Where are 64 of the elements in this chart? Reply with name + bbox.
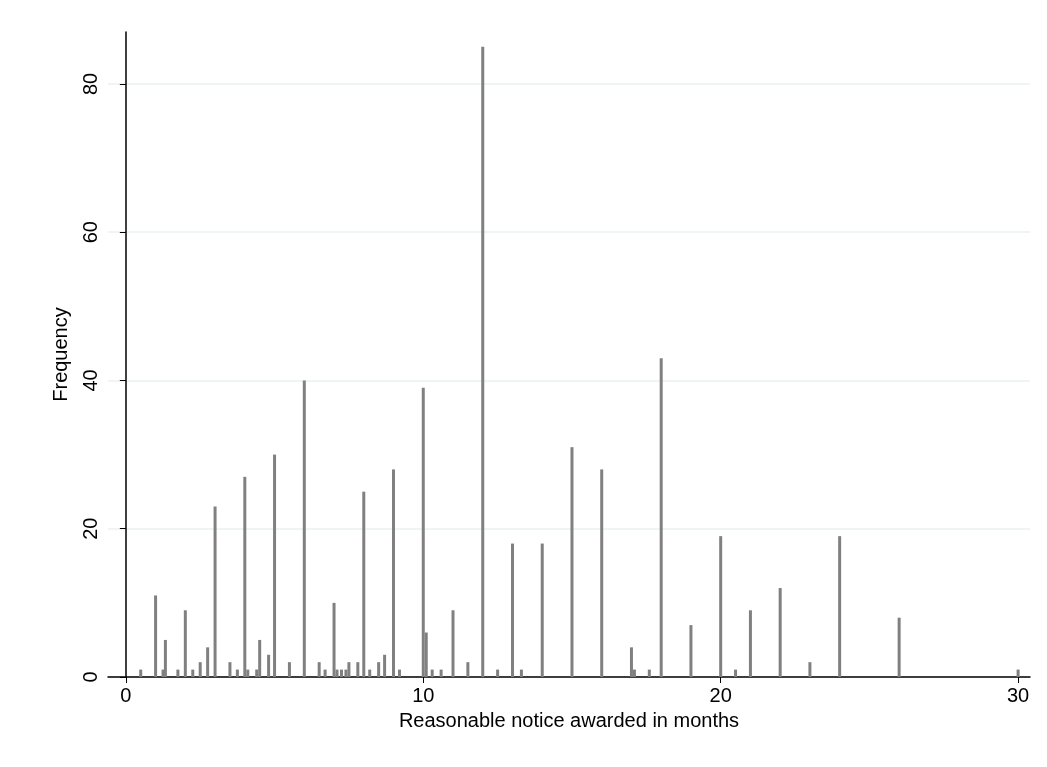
bar (897, 617, 901, 677)
bar (154, 595, 158, 677)
bar (139, 669, 143, 677)
y-axis-title: Frequency (49, 307, 71, 402)
bar (235, 669, 239, 677)
bar (629, 647, 633, 677)
x-axis-title: Reasonable notice awarded in months (398, 708, 740, 731)
x-tick-label: 0 (120, 684, 132, 706)
bar (659, 358, 663, 677)
y-tick-label: 20 (79, 517, 101, 540)
bar (748, 610, 752, 677)
bar (183, 610, 187, 677)
bar (466, 662, 470, 677)
y-tick-label: 40 (79, 369, 101, 392)
bar (647, 669, 651, 677)
bar (421, 387, 425, 677)
bar (356, 662, 360, 677)
bar (302, 380, 306, 677)
y-tick-label: 80 (79, 72, 101, 96)
bar (689, 625, 693, 677)
bar (317, 662, 321, 677)
bar (600, 469, 604, 677)
bar (332, 602, 336, 677)
bar (519, 669, 523, 677)
bar (719, 536, 723, 677)
bar (243, 476, 247, 677)
bar (570, 447, 574, 677)
bar (258, 639, 262, 677)
bar (496, 669, 500, 677)
bar (198, 662, 202, 677)
bar (451, 610, 455, 677)
bar (377, 662, 381, 677)
bar (510, 543, 514, 677)
bar (163, 639, 167, 677)
bar (430, 669, 434, 677)
bar (347, 662, 351, 677)
bar (392, 469, 396, 677)
bar (838, 536, 842, 677)
bar (339, 669, 343, 677)
bar (540, 543, 544, 677)
bar (323, 669, 327, 677)
bar (1016, 669, 1020, 677)
x-tick-label: 30 (1006, 684, 1030, 706)
bar (362, 491, 366, 677)
x-tick-label: 10 (412, 684, 435, 706)
bar (206, 647, 210, 677)
bar (191, 669, 195, 677)
y-tick-label: 60 (79, 221, 101, 244)
bar (273, 454, 277, 677)
bar (368, 669, 372, 677)
x-tick-label: 20 (709, 684, 732, 706)
bar (383, 654, 387, 677)
bar (439, 669, 443, 677)
bar (228, 662, 232, 677)
bar (397, 669, 401, 677)
bar (808, 662, 812, 677)
bar (287, 662, 291, 677)
bar (213, 506, 217, 677)
y-tick-label: 0 (79, 671, 101, 683)
bar (778, 588, 782, 677)
bar (481, 46, 485, 677)
bar (267, 654, 271, 677)
bar (176, 669, 180, 677)
bar (734, 669, 738, 677)
